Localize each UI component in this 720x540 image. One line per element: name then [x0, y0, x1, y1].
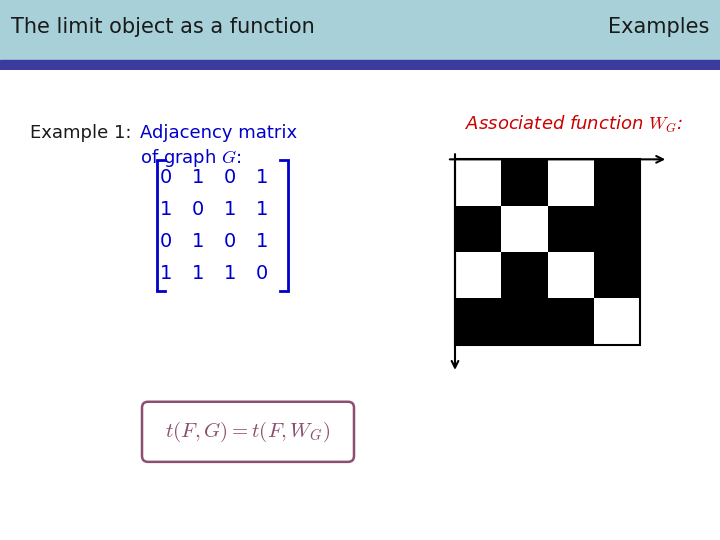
Text: 1: 1 [224, 200, 236, 219]
Bar [594, 252, 640, 298]
Bar [455, 206, 501, 252]
Text: 0: 0 [160, 232, 172, 251]
Bar [547, 206, 594, 252]
Bar [547, 159, 594, 206]
Text: Example 1:: Example 1: [30, 124, 132, 143]
Text: 1: 1 [256, 168, 268, 187]
Text: The limit object as a function: The limit object as a function [11, 17, 315, 37]
Bar [501, 159, 547, 206]
Bar [547, 298, 594, 345]
Text: 1: 1 [256, 200, 268, 219]
Text: Adjacency matrix: Adjacency matrix [140, 124, 297, 143]
Bar [547, 252, 594, 298]
Text: Examples: Examples [608, 17, 709, 37]
Text: 1: 1 [160, 200, 172, 219]
Text: 1: 1 [192, 232, 204, 251]
Bar [501, 298, 547, 345]
Text: 1: 1 [160, 264, 172, 283]
Text: 0: 0 [224, 168, 236, 187]
Bar [501, 206, 547, 252]
Text: 0: 0 [160, 168, 172, 187]
Bar [455, 252, 501, 298]
Text: 1: 1 [224, 264, 236, 283]
Bar [455, 159, 501, 206]
Bar [455, 298, 501, 345]
Bar [0, 60, 720, 70]
Text: of graph $G$:: of graph $G$: [140, 147, 242, 170]
Text: 0: 0 [256, 264, 268, 283]
Text: Associated function $W_G$:: Associated function $W_G$: [465, 114, 683, 136]
Bar [594, 206, 640, 252]
Bar [501, 252, 547, 298]
Text: 1: 1 [192, 264, 204, 283]
FancyBboxPatch shape [142, 402, 354, 462]
Text: 0: 0 [224, 232, 236, 251]
Text: $t(F,G) = t(F,W_G)$: $t(F,G) = t(F,W_G)$ [166, 420, 330, 444]
Text: 1: 1 [256, 232, 268, 251]
Bar [594, 298, 640, 345]
Bar [594, 159, 640, 206]
Text: 0: 0 [192, 200, 204, 219]
Text: 1: 1 [192, 168, 204, 187]
Bar [455, 159, 640, 345]
